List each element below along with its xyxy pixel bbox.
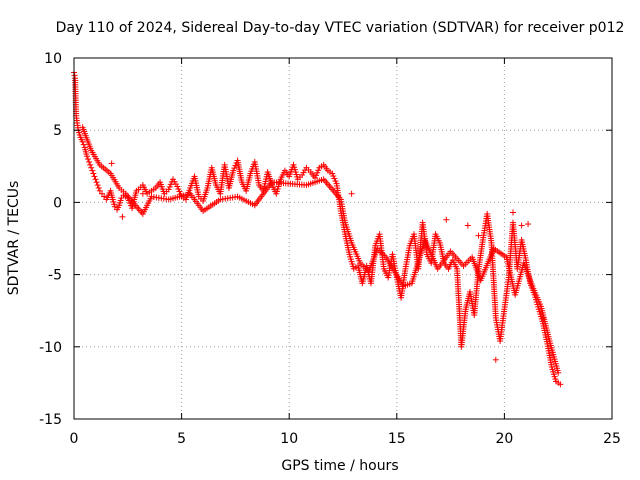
data-point — [510, 209, 517, 216]
data-point — [89, 167, 96, 174]
data-point — [176, 188, 183, 195]
data-point — [71, 72, 78, 79]
data-point — [80, 141, 87, 148]
data-point — [348, 190, 355, 197]
y-tick-label: 0 — [53, 195, 62, 211]
data-point — [313, 172, 320, 179]
y-axis-label: SDTVAR / TECUs — [6, 181, 22, 296]
data-point — [540, 314, 547, 321]
data-point — [86, 158, 93, 165]
data-point — [119, 213, 126, 220]
x-tick-label: 20 — [495, 431, 513, 447]
data-point — [464, 222, 471, 229]
data-point — [331, 175, 338, 182]
data-point — [90, 170, 97, 177]
data-point — [330, 173, 337, 180]
data-point — [139, 190, 146, 197]
data-series — [71, 69, 564, 388]
chart-title: Day 110 of 2024, Sidereal Day-to-day VTE… — [56, 20, 625, 36]
y-tick-label: 10 — [44, 51, 62, 67]
data-point — [475, 232, 482, 239]
y-tick-label: -10 — [39, 340, 62, 356]
data-point — [94, 182, 101, 189]
data-point — [332, 178, 339, 185]
y-axis-tick-labels: -15 -10 -5 0 5 10 — [39, 51, 62, 428]
data-point — [557, 381, 564, 388]
data-point — [166, 183, 173, 190]
data-point — [92, 176, 99, 183]
data-point — [492, 356, 499, 363]
x-axis-label: GPS time / hours — [281, 458, 398, 474]
data-point — [231, 165, 238, 172]
data-point — [165, 186, 172, 193]
data-point — [91, 173, 98, 180]
gridlines — [74, 58, 612, 419]
y-tick-label: -5 — [48, 268, 62, 284]
y-tick-label: -15 — [39, 412, 62, 428]
data-point — [329, 170, 336, 177]
x-tick-label: 5 — [177, 431, 186, 447]
data-point — [518, 222, 525, 229]
data-point — [525, 221, 532, 228]
data-point — [108, 160, 115, 167]
data-point — [314, 169, 321, 176]
data-point — [83, 153, 90, 160]
data-point — [230, 167, 237, 174]
data-point — [95, 184, 102, 191]
data-point — [232, 162, 239, 169]
x-tick-label: 15 — [388, 431, 406, 447]
axis-ticks — [73, 57, 613, 420]
data-point — [87, 161, 94, 168]
data-point — [167, 181, 174, 188]
data-point — [315, 167, 322, 174]
x-tick-label: 0 — [70, 431, 79, 447]
data-point — [79, 138, 86, 145]
data-point — [93, 179, 100, 186]
data-point — [88, 164, 95, 171]
data-point — [443, 216, 450, 223]
x-tick-label: 10 — [280, 431, 298, 447]
data-point — [174, 183, 181, 190]
x-axis-tick-labels: 0 5 10 15 20 25 — [70, 431, 621, 447]
data-point — [555, 369, 562, 376]
x-tick-label: 25 — [603, 431, 621, 447]
data-point — [84, 156, 91, 163]
y-tick-label: 5 — [53, 123, 62, 139]
data-point — [175, 186, 182, 193]
plot-area-frame — [73, 57, 613, 420]
